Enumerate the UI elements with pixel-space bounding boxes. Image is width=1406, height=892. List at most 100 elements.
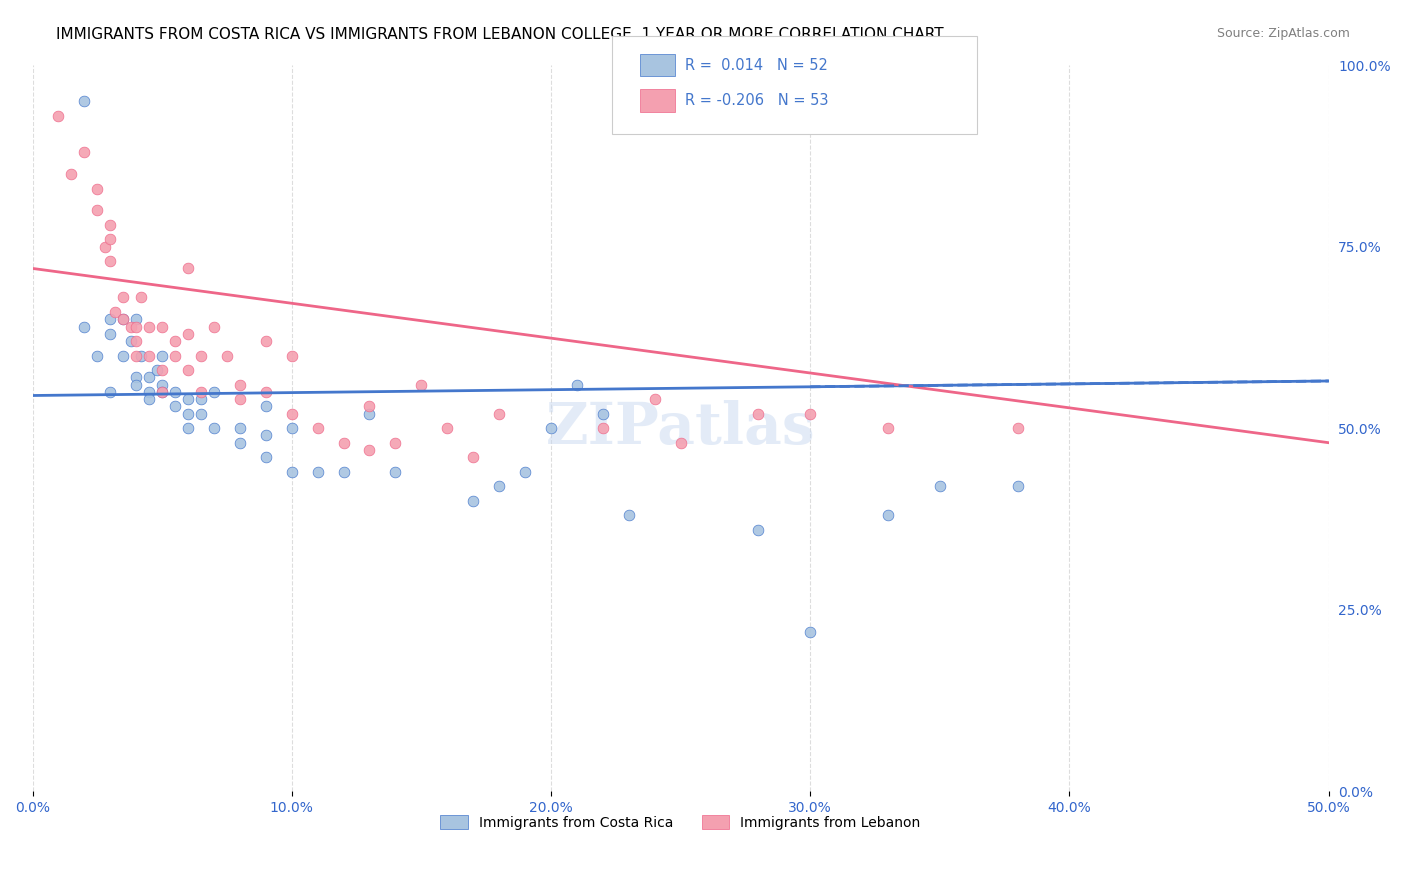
Legend: Immigrants from Costa Rica, Immigrants from Lebanon: Immigrants from Costa Rica, Immigrants f…	[434, 809, 927, 835]
Point	[125, 319, 148, 334]
Point	[73, 95, 96, 109]
Point	[125, 370, 148, 384]
Point	[254, 400, 277, 414]
Text: Source: ZipAtlas.com: Source: ZipAtlas.com	[1216, 27, 1350, 40]
Point	[617, 508, 640, 523]
Point	[131, 290, 153, 304]
Point	[229, 392, 252, 406]
Point	[513, 465, 536, 479]
Point	[165, 400, 187, 414]
Point	[98, 218, 121, 232]
Point	[86, 181, 108, 195]
Point	[384, 435, 406, 450]
Point	[307, 421, 329, 435]
Point	[644, 392, 666, 406]
Point	[112, 349, 135, 363]
Point	[177, 261, 200, 276]
Point	[112, 312, 135, 326]
Point	[177, 407, 200, 421]
Point	[165, 334, 187, 348]
Point	[98, 254, 121, 268]
Text: IMMIGRANTS FROM COSTA RICA VS IMMIGRANTS FROM LEBANON COLLEGE, 1 YEAR OR MORE CO: IMMIGRANTS FROM COSTA RICA VS IMMIGRANTS…	[56, 27, 943, 42]
Point	[202, 319, 225, 334]
Point	[86, 203, 108, 218]
Point	[202, 384, 225, 399]
Point	[131, 349, 153, 363]
Point	[411, 377, 433, 392]
Point	[150, 349, 173, 363]
Point	[877, 508, 900, 523]
Point	[104, 305, 127, 319]
Text: R =  0.014   N = 52: R = 0.014 N = 52	[685, 58, 828, 72]
Point	[120, 334, 142, 348]
Point	[332, 465, 354, 479]
Point	[1007, 421, 1029, 435]
Point	[125, 334, 148, 348]
Point	[125, 312, 148, 326]
Point	[120, 319, 142, 334]
Point	[190, 349, 212, 363]
Point	[150, 384, 173, 399]
Point	[799, 624, 821, 639]
Point	[138, 370, 160, 384]
Point	[307, 465, 329, 479]
Point	[359, 400, 381, 414]
Text: ZIPatlas: ZIPatlas	[546, 401, 815, 456]
Point	[747, 523, 769, 537]
Point	[150, 377, 173, 392]
Point	[86, 349, 108, 363]
Point	[280, 465, 302, 479]
Point	[592, 421, 614, 435]
Point	[60, 167, 83, 181]
Point	[384, 465, 406, 479]
Point	[150, 363, 173, 377]
Point	[254, 428, 277, 442]
Point	[73, 145, 96, 160]
Point	[463, 493, 485, 508]
Point	[73, 319, 96, 334]
Point	[877, 421, 900, 435]
Point	[98, 384, 121, 399]
Point	[177, 421, 200, 435]
Point	[146, 363, 169, 377]
Point	[177, 392, 200, 406]
Point	[112, 290, 135, 304]
Point	[280, 407, 302, 421]
Point	[280, 349, 302, 363]
Point	[280, 421, 302, 435]
Point	[669, 435, 692, 450]
Point	[138, 392, 160, 406]
Point	[165, 384, 187, 399]
Point	[565, 377, 588, 392]
Point	[1007, 479, 1029, 493]
Point	[799, 407, 821, 421]
Point	[463, 450, 485, 465]
Point	[488, 479, 510, 493]
Point	[165, 349, 187, 363]
Point	[229, 435, 252, 450]
Point	[592, 407, 614, 421]
Point	[98, 312, 121, 326]
Point	[150, 384, 173, 399]
Point	[125, 377, 148, 392]
Point	[98, 232, 121, 246]
Text: R = -0.206   N = 53: R = -0.206 N = 53	[685, 94, 828, 108]
Point	[332, 435, 354, 450]
Point	[138, 384, 160, 399]
Point	[928, 479, 950, 493]
Point	[138, 349, 160, 363]
Point	[436, 421, 458, 435]
Point	[202, 421, 225, 435]
Point	[215, 349, 238, 363]
Point	[98, 326, 121, 341]
Point	[359, 442, 381, 457]
Point	[150, 319, 173, 334]
Point	[94, 240, 117, 254]
Point	[138, 319, 160, 334]
Point	[254, 334, 277, 348]
Point	[254, 384, 277, 399]
Point	[229, 421, 252, 435]
Point	[229, 377, 252, 392]
Point	[190, 407, 212, 421]
Point	[48, 109, 70, 123]
